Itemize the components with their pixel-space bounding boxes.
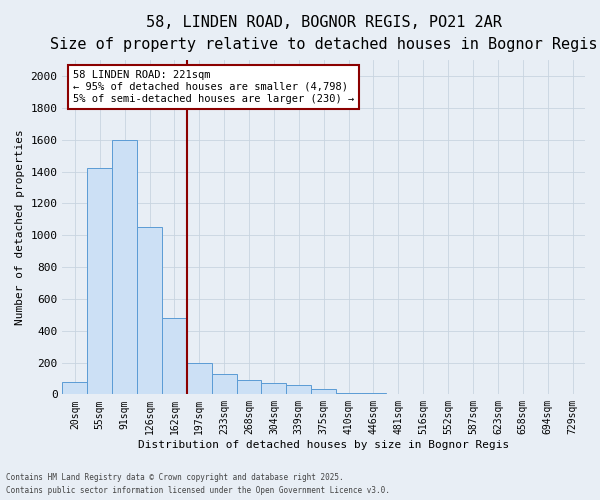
- Text: Contains HM Land Registry data © Crown copyright and database right 2025.
Contai: Contains HM Land Registry data © Crown c…: [6, 474, 390, 495]
- Bar: [88, 168, 112, 394]
- Bar: [286, 385, 311, 394]
- X-axis label: Distribution of detached houses by size in Bognor Regis: Distribution of detached houses by size …: [138, 440, 509, 450]
- Bar: [137, 228, 162, 394]
- Bar: [162, 318, 187, 394]
- Bar: [311, 389, 336, 394]
- Y-axis label: Number of detached properties: Number of detached properties: [15, 130, 25, 325]
- Bar: [361, 393, 386, 394]
- Bar: [336, 392, 361, 394]
- Text: 58 LINDEN ROAD: 221sqm
← 95% of detached houses are smaller (4,798)
5% of semi-d: 58 LINDEN ROAD: 221sqm ← 95% of detached…: [73, 70, 354, 104]
- Bar: [212, 374, 236, 394]
- Bar: [187, 362, 212, 394]
- Bar: [62, 382, 88, 394]
- Title: 58, LINDEN ROAD, BOGNOR REGIS, PO21 2AR
Size of property relative to detached ho: 58, LINDEN ROAD, BOGNOR REGIS, PO21 2AR …: [50, 15, 598, 52]
- Bar: [112, 140, 137, 394]
- Bar: [262, 383, 286, 394]
- Bar: [236, 380, 262, 394]
